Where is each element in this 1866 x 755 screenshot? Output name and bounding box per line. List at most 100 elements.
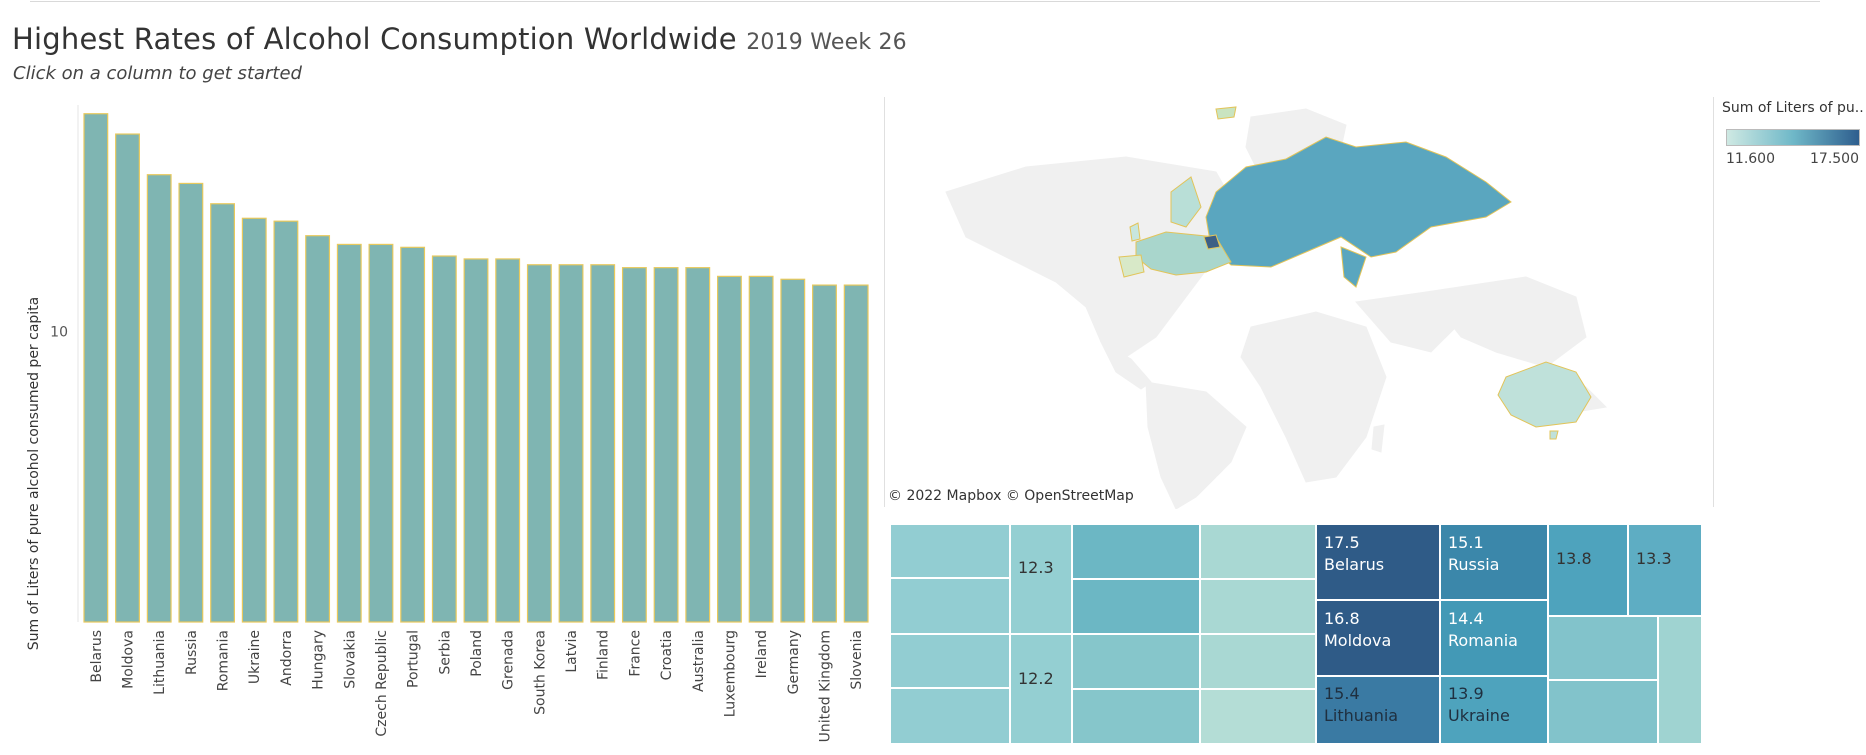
scandinavia-shape (1170, 176, 1202, 228)
x-tick-label[interactable]: Serbia (437, 630, 453, 675)
top-divider (30, 1, 1820, 2)
bar-moldova[interactable] (115, 133, 140, 623)
y-axis-label: Sum of Liters of pure alcohol consumed p… (26, 297, 42, 651)
world-map[interactable] (886, 97, 1714, 509)
treemap-cell-ukraine[interactable] (1439, 675, 1549, 744)
x-tick-label[interactable]: Ukraine (247, 630, 263, 684)
x-tick-label[interactable]: Latvia (564, 630, 580, 673)
treemap-cell[interactable] (1547, 615, 1659, 681)
x-tick-label[interactable]: South Korea (532, 630, 548, 715)
x-tick-label[interactable]: United Kingdom (817, 630, 833, 742)
bar-poland[interactable] (463, 258, 489, 623)
treemap-value-belarus: 17.5 (1324, 533, 1360, 552)
bar-south-korea[interactable] (526, 264, 552, 623)
x-tick-label[interactable]: France (627, 630, 643, 677)
treemap-label-ukraine: Ukraine (1448, 706, 1510, 725)
x-tick-label[interactable]: Finland (596, 630, 612, 680)
treemap-cell[interactable] (1547, 524, 1629, 617)
treemap-label-belarus: Belarus (1324, 555, 1384, 574)
russia-far-east (1340, 246, 1367, 288)
page-subtitle: Click on a column to get started (13, 63, 302, 84)
bar-grenada[interactable] (495, 258, 521, 623)
x-tick-label[interactable]: Hungary (311, 630, 327, 690)
treemap-value-13-3: 13.3 (1636, 549, 1672, 568)
x-tick-label[interactable]: Moldova (121, 630, 137, 689)
bar-hungary[interactable] (305, 235, 331, 623)
treemap-cell[interactable] (1199, 578, 1317, 635)
bar-croatia[interactable] (653, 267, 679, 623)
title-week: 2019 Week 26 (746, 30, 907, 55)
x-tick-label[interactable]: Germany (786, 630, 802, 694)
title-text: Highest Rates of Alcohol Consumption Wor… (12, 22, 737, 56)
bar-lithuania[interactable] (146, 174, 172, 623)
bar-ireland[interactable] (748, 275, 774, 623)
treemap-chart[interactable]: 12.3 12.2 17.5 Belarus 16.8 Moldova 15.4… (890, 524, 1702, 744)
bar-russia[interactable] (178, 182, 204, 623)
bar-belarus[interactable] (83, 113, 109, 623)
treemap-cell[interactable] (1071, 524, 1201, 580)
treemap-cell[interactable] (890, 524, 1011, 579)
treemap-cell[interactable] (1071, 633, 1201, 690)
highlighted-countries (1118, 106, 1592, 440)
land-north-america (945, 156, 1237, 358)
treemap-cell-lithuania[interactable] (1315, 675, 1441, 744)
x-tick-label[interactable]: Belarus (89, 630, 105, 683)
x-tick-label[interactable]: Portugal (406, 630, 422, 688)
treemap-cell[interactable] (1199, 688, 1317, 744)
tasmania-shape (1549, 430, 1559, 440)
x-tick-label[interactable]: Ireland (754, 630, 770, 678)
x-tick-label[interactable]: Andorra (279, 630, 295, 686)
x-tick-label[interactable]: Czech Republic (374, 630, 390, 737)
bar-germany[interactable] (780, 278, 806, 623)
bar-ukraine[interactable] (241, 217, 267, 623)
treemap-cell[interactable] (890, 577, 1011, 635)
bar-australia[interactable] (685, 267, 711, 623)
uk-shape (1129, 222, 1141, 242)
bar-slovenia[interactable] (843, 284, 869, 623)
bar-united-kingdom[interactable] (812, 284, 837, 623)
legend-title: Sum of Liters of pu... (1722, 100, 1864, 116)
belarus-shape (1203, 234, 1221, 250)
treemap-value-12-2: 12.2 (1018, 669, 1054, 688)
treemap-cell[interactable] (1009, 524, 1073, 635)
bar-andorra[interactable] (273, 220, 299, 623)
bar-serbia[interactable] (431, 255, 457, 623)
treemap-cell[interactable] (890, 687, 1011, 744)
x-tick-label[interactable]: Slovenia (849, 630, 865, 690)
x-tick-label[interactable]: Grenada (501, 630, 517, 690)
treemap-cell[interactable] (1071, 578, 1201, 635)
x-tick-label[interactable]: Russia (184, 630, 200, 675)
bar-romania[interactable] (210, 203, 236, 623)
treemap-label-russia: Russia (1448, 555, 1499, 574)
treemap-cell[interactable] (890, 633, 1011, 689)
x-tick-label[interactable]: Poland (469, 630, 485, 677)
treemap-cell[interactable] (1199, 633, 1317, 690)
bar-france[interactable] (621, 267, 647, 623)
land-madagascar (1371, 424, 1385, 453)
legend-max-label: 17.500 (1810, 151, 1859, 167)
land-africa (1240, 311, 1387, 483)
x-tick-label[interactable]: Romania (216, 630, 232, 691)
x-tick-label[interactable]: Luxembourg (722, 630, 738, 717)
x-tick-label[interactable]: Lithuania (152, 630, 168, 695)
treemap-cell-romania[interactable] (1439, 599, 1549, 677)
bar-luxembourg[interactable] (716, 275, 742, 623)
x-tick-label[interactable]: Australia (691, 630, 707, 692)
treemap-cell[interactable] (1199, 524, 1317, 580)
bar-chart[interactable]: 10 Sum of Liters of pure alcohol consumed… (0, 95, 884, 755)
x-tick-label[interactable]: Slovakia (342, 630, 358, 689)
x-tick-label[interactable]: Croatia (659, 630, 675, 680)
treemap-value-romania: 14.4 (1448, 609, 1484, 628)
bar-finland[interactable] (590, 264, 616, 623)
bar-portugal[interactable] (400, 246, 426, 623)
treemap-cell[interactable] (1547, 679, 1659, 744)
legend-color-ramp (1726, 129, 1860, 146)
treemap-cell-belarus[interactable] (1315, 524, 1441, 601)
treemap-cell[interactable] (1071, 688, 1201, 744)
bar-latvia[interactable] (558, 264, 584, 623)
bar-czech-republic[interactable] (368, 243, 394, 623)
bar-slovakia[interactable] (336, 243, 362, 623)
treemap-cell[interactable] (1009, 633, 1073, 744)
treemap-cell[interactable] (1657, 615, 1702, 744)
treemap-cell[interactable] (1627, 524, 1702, 617)
